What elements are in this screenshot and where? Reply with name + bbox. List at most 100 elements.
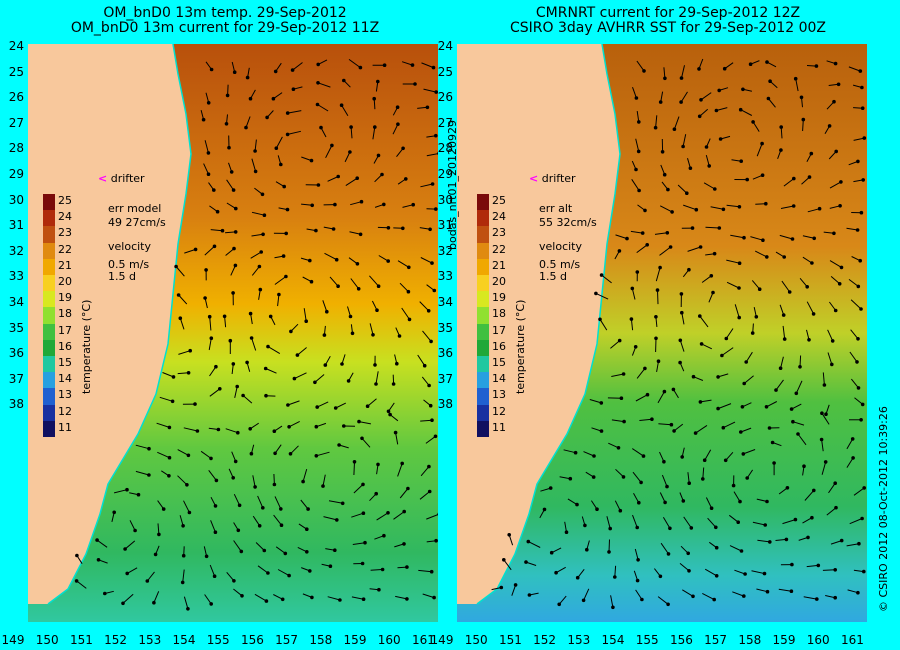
vector-head (401, 146, 405, 151)
longitude-label: 154 (601, 633, 625, 647)
current-vector (804, 490, 815, 501)
vector-head (666, 187, 670, 192)
vector-head (333, 406, 338, 410)
vector-head (834, 505, 838, 510)
vector-head (161, 507, 166, 511)
current-vector (802, 235, 815, 239)
vector-head (833, 595, 837, 600)
vector-head (272, 429, 277, 434)
current-vector (555, 566, 566, 574)
latitude-label: 31 (437, 218, 453, 233)
vector-head (860, 106, 865, 110)
current-vector (287, 110, 302, 114)
latitude-label: 28 (8, 141, 24, 156)
vector-head (309, 279, 314, 284)
latitude-label: 35 (437, 320, 453, 335)
vector-head (654, 336, 658, 341)
current-vector (419, 301, 430, 312)
longitude-label: 154 (172, 633, 196, 647)
vector-head (832, 99, 836, 104)
longitude-label: 160 (806, 633, 830, 647)
vector-head (309, 158, 314, 163)
latitude-label: 30 (437, 192, 453, 207)
current-vector (726, 281, 740, 289)
vector-head (793, 76, 798, 81)
vector-head (284, 274, 288, 279)
current-vector (204, 140, 209, 154)
current-vector (608, 539, 610, 552)
current-vector (583, 588, 590, 601)
vector-head (407, 265, 411, 270)
current-vector (846, 438, 854, 450)
vector-head (430, 261, 434, 265)
vector-head (718, 137, 723, 141)
latitude-label: 29 (8, 167, 24, 181)
vector-head (762, 571, 767, 576)
vector-head (290, 68, 295, 72)
vector-head (262, 548, 267, 553)
colorbar-tick-label: 17 (492, 323, 506, 337)
vector-head (428, 227, 432, 232)
vector-head (201, 117, 206, 122)
vector-head (283, 551, 288, 556)
vector-head (714, 574, 719, 578)
current-vector (323, 516, 337, 521)
vector-head (422, 363, 427, 368)
current-vector (821, 412, 830, 425)
current-vector (636, 244, 648, 254)
colorbar-tick-label: 13 (492, 388, 506, 402)
vector-head (374, 382, 378, 386)
colorbar-tick-label: 24 (492, 210, 506, 224)
vector-head (833, 481, 837, 486)
vector-head (851, 456, 855, 460)
colorbar-tick-label: 14 (492, 372, 506, 386)
vector-head (830, 339, 835, 343)
latitude-label: 38 (8, 397, 24, 412)
vector-head (737, 286, 741, 290)
current-vector (634, 548, 639, 560)
vector-head (319, 125, 323, 130)
current-vector (704, 449, 712, 461)
err-value: 55 32cm/s (539, 216, 597, 229)
current-vector (632, 87, 637, 99)
vector-head (365, 404, 370, 409)
vector-head (413, 82, 417, 86)
current-vector (848, 279, 859, 287)
vector-head (284, 231, 289, 236)
vector-head (233, 459, 238, 464)
vector-head (548, 486, 553, 490)
vector-head (395, 105, 400, 109)
vector-head (279, 162, 283, 167)
vector-head (716, 406, 720, 411)
vector-head (264, 393, 268, 398)
current-vector (610, 595, 614, 608)
vector-head (171, 375, 176, 379)
vector-head (427, 383, 431, 388)
vector-head (429, 339, 433, 344)
vector-head (231, 362, 236, 366)
left-map-title: OM_bnD0 13m temp. 29-Sep-2012 OM_bnD0 13… (0, 6, 450, 36)
current-vector (752, 121, 760, 132)
current-vector (611, 373, 624, 377)
vector-head (672, 127, 677, 131)
vector-head (295, 353, 300, 357)
current-vector (348, 58, 361, 69)
longitude-label: 149 (1, 633, 25, 647)
current-vector (822, 569, 836, 571)
current-vector (370, 569, 383, 571)
longitude-label: 157 (704, 633, 728, 647)
colorbar-tick-label: 15 (492, 356, 506, 369)
vector-head (834, 149, 838, 154)
current-vector (273, 514, 282, 526)
vector-head (526, 539, 531, 544)
vector-head (662, 459, 666, 464)
colorbar-swatch (43, 356, 55, 373)
vector-head (373, 125, 377, 129)
vector-head (838, 204, 842, 208)
vector-head (701, 477, 705, 481)
vector-head (373, 363, 377, 367)
vector-head (599, 273, 604, 277)
vector-head (263, 366, 268, 371)
vector-head (361, 597, 366, 601)
longitude-label: 158 (309, 633, 333, 647)
